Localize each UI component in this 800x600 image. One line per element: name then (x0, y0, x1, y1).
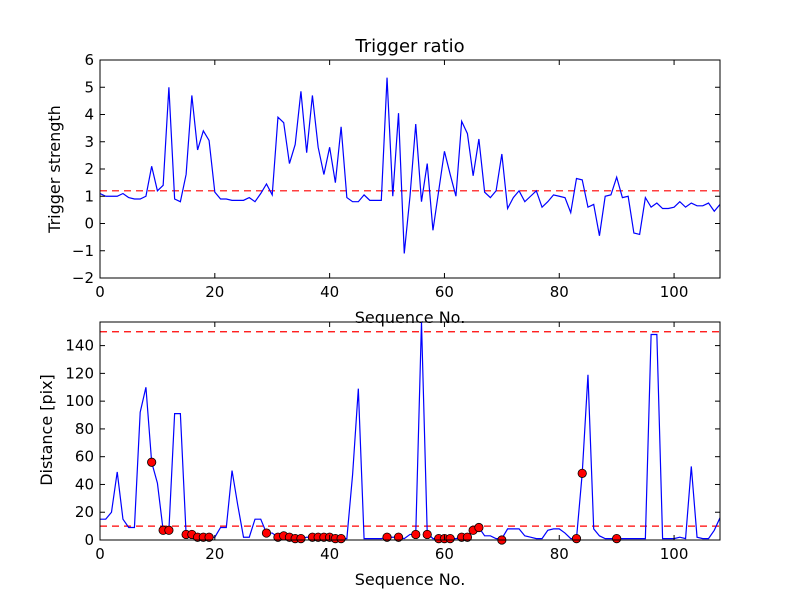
x-tick-label: 80 (550, 545, 569, 563)
y-tick-label: 2 (84, 160, 94, 178)
data-point-marker (382, 532, 392, 542)
plot-area: 0 20 40 60 80 100 −2 −1 0 1 2 3 4 5 6 (72, 51, 721, 301)
y-tick-label: 100 (65, 392, 94, 410)
y-tick-label: 140 (65, 337, 94, 355)
x-tick-label: 80 (550, 283, 569, 301)
x-tick-label: 100 (660, 545, 689, 563)
data-point-marker (164, 525, 174, 535)
plot-area: 0 20 40 60 80 100 0 20 40 60 80 100 120 140 (65, 321, 721, 563)
data-point-marker (147, 457, 157, 467)
x-tick-label: 20 (205, 545, 224, 563)
y-tick-label: −2 (72, 269, 94, 287)
y-tick-label: 0 (84, 215, 94, 233)
x-tick-label: 60 (435, 283, 454, 301)
data-point-marker (393, 532, 404, 542)
y-tick-label: 20 (75, 503, 94, 521)
y-tick-label: 3 (84, 133, 94, 151)
trigger-ratio-plot: Trigger ratio Trigger strength Sequence … (45, 36, 721, 327)
data-point-marker (422, 529, 432, 540)
y-tick-label: 1 (84, 187, 94, 205)
chart-title: Trigger ratio (354, 36, 464, 57)
y-tick-label: 40 (75, 475, 94, 493)
x-tick-label: 40 (320, 283, 339, 301)
y-axis-label: Distance [pix] (37, 374, 56, 486)
data-point-marker (204, 532, 214, 542)
data-point-marker (462, 532, 473, 542)
x-axis-label: Sequence No. (355, 570, 466, 589)
data-point-marker (612, 534, 622, 544)
x-tick-label: 0 (95, 545, 105, 563)
y-tick-label: 60 (75, 448, 94, 466)
y-tick-label: 4 (84, 106, 94, 124)
data-point-marker (577, 468, 587, 478)
series-line (100, 77, 720, 254)
x-tick-label: 20 (205, 283, 224, 301)
x-tick-label: 0 (95, 283, 105, 301)
data-point-marker (336, 534, 346, 544)
plot-frame (99, 321, 721, 541)
data-point-marker (296, 534, 306, 544)
data-point-marker (474, 522, 484, 533)
y-tick-label: 5 (84, 78, 94, 96)
y-tick-label: −1 (72, 242, 94, 260)
data-point-marker (571, 534, 582, 544)
data-point-marker (261, 528, 272, 538)
x-tick-label: 60 (435, 545, 454, 563)
y-tick-label: 0 (84, 531, 94, 549)
data-point-marker (411, 529, 421, 540)
y-tick-label: 80 (75, 420, 94, 438)
x-tick-label: 40 (320, 545, 339, 563)
plot-marks (100, 77, 720, 254)
y-tick-label: 120 (65, 364, 94, 382)
x-axis-label: Sequence No. (355, 308, 466, 327)
y-axis-label: Trigger strength (45, 105, 64, 234)
y-tick-label: 6 (84, 51, 94, 69)
x-tick-label: 100 (660, 283, 689, 301)
data-point-marker (445, 534, 455, 544)
distance-plot: Distance [pix] Sequence No. 0 20 40 60 80 100… (37, 321, 721, 589)
